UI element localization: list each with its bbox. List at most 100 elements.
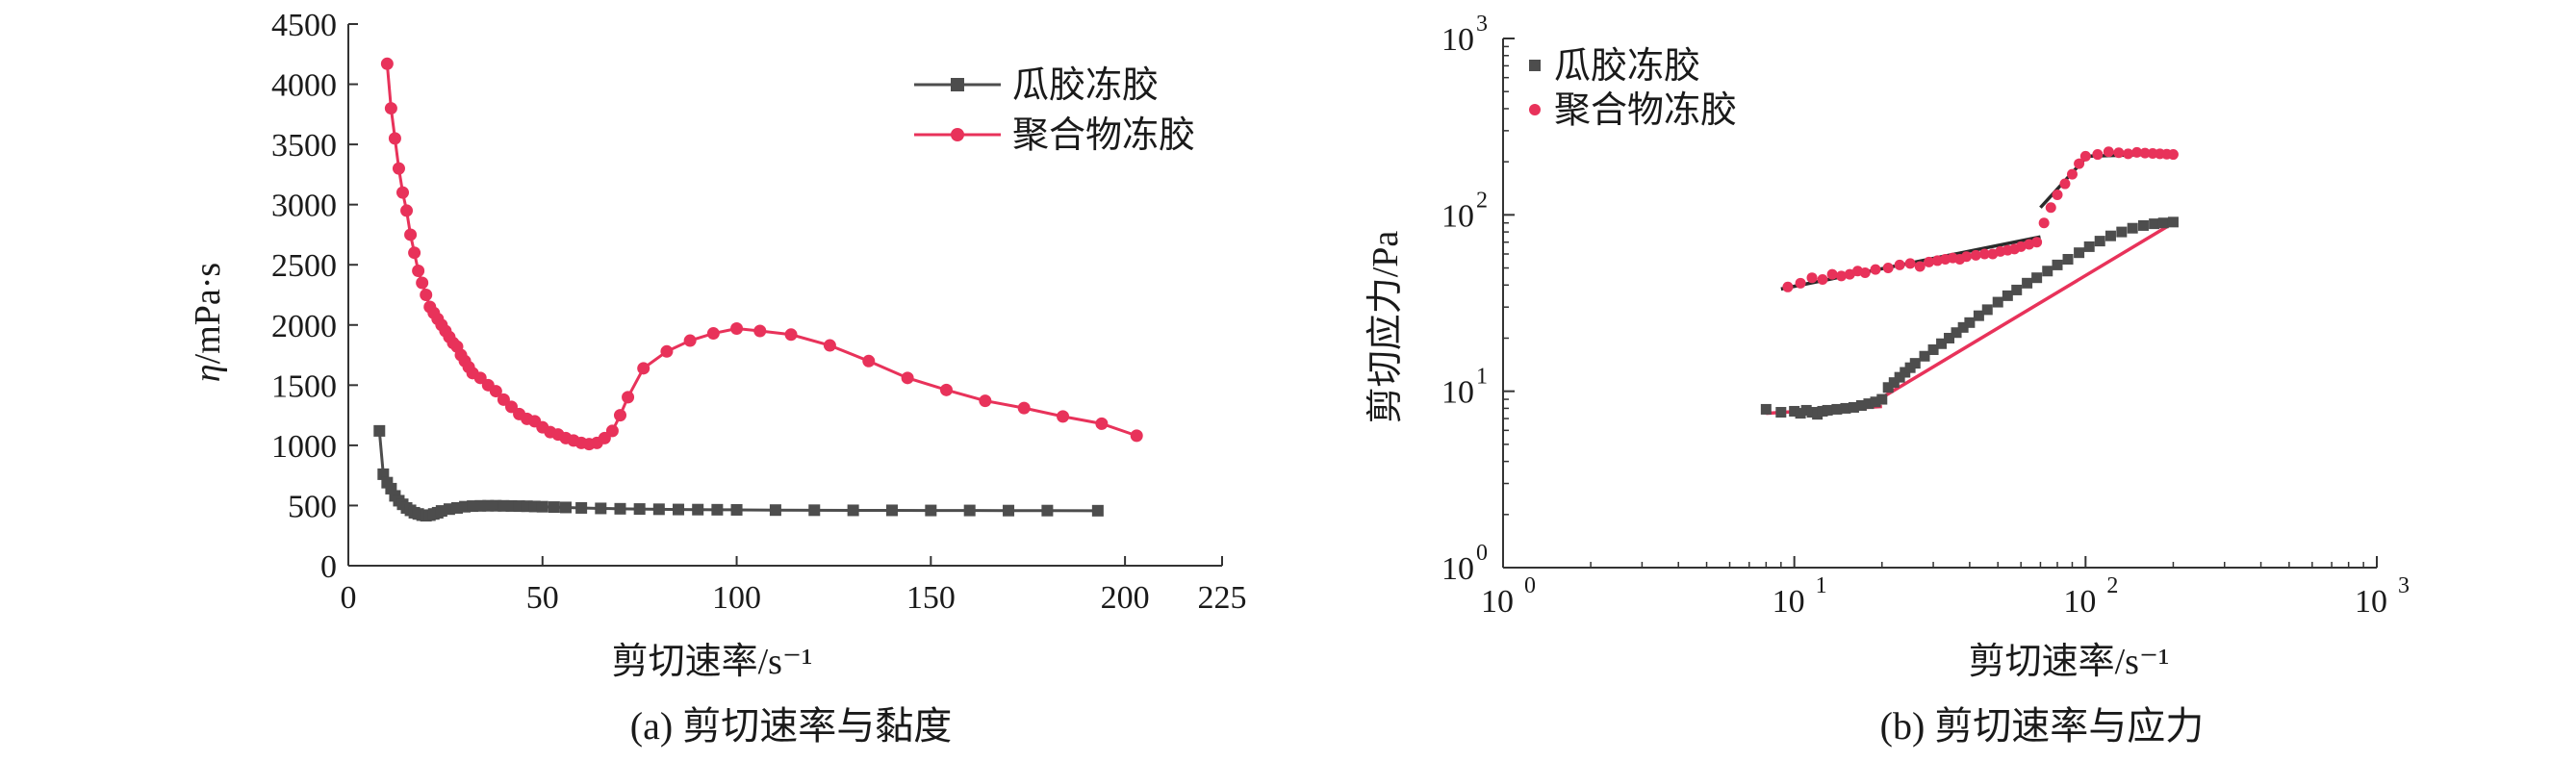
chart-a-point bbox=[925, 504, 937, 517]
chart-b-point bbox=[1806, 272, 1818, 284]
chart-b-point bbox=[2031, 237, 2043, 248]
chart-a-point bbox=[885, 504, 898, 517]
chart-b-point bbox=[2042, 266, 2053, 277]
chart-b-ylabel: 剪切应力/Pa bbox=[1365, 231, 1406, 424]
chart-a-legend-label: 瓜胶冻胶 bbox=[1012, 65, 1159, 106]
chart-b-point bbox=[1836, 270, 1848, 282]
chart-b-ytick-label: 10 bbox=[1441, 375, 1474, 411]
chart-b-point bbox=[2123, 148, 2134, 160]
chart-a-point bbox=[901, 371, 914, 385]
chart-a-legend-marker bbox=[951, 78, 964, 91]
chart-a-point bbox=[683, 334, 697, 347]
chart-a-ylabel-unit: /mPa·s bbox=[188, 263, 228, 365]
chart-b-point bbox=[1936, 338, 1948, 349]
chart-b-legend-marker bbox=[1529, 104, 1541, 115]
chart-b-xtick-exp: 1 bbox=[1816, 573, 1827, 598]
chart-a-point bbox=[416, 276, 429, 290]
chart-a-ytick-label: 3000 bbox=[271, 189, 337, 224]
chart-b-point bbox=[1894, 371, 1905, 383]
chart-b-point bbox=[2002, 290, 2013, 301]
chart-b-point bbox=[2022, 277, 2033, 289]
chart-b-ytick-label: 10 bbox=[1441, 551, 1474, 587]
chart-a-point bbox=[673, 503, 685, 516]
chart-b-point bbox=[1822, 404, 1833, 416]
chart-b-point bbox=[2113, 147, 2125, 159]
chart-a-point bbox=[637, 362, 650, 375]
chart-b-point bbox=[1806, 407, 1818, 419]
chart-b-ytick-exp: 2 bbox=[1476, 188, 1488, 213]
chart-b-point bbox=[1909, 358, 1921, 369]
chart-b-point bbox=[1775, 407, 1787, 419]
chart-a-point bbox=[380, 57, 394, 70]
chart-b-ytick-label: 10 bbox=[1441, 22, 1474, 58]
chart-b-point bbox=[1870, 396, 1881, 408]
chart-a-point bbox=[404, 228, 418, 241]
chart-a-point bbox=[633, 503, 646, 516]
chart-b-ytick-label: 10 bbox=[1441, 198, 1474, 234]
chart-b-point bbox=[2031, 272, 2043, 284]
chart-b-point bbox=[1844, 268, 1855, 280]
chart-b-point bbox=[1919, 350, 1930, 362]
chart-b-point bbox=[1848, 401, 1859, 413]
chart-a-point bbox=[575, 501, 588, 514]
chart-b-point bbox=[1882, 263, 1894, 274]
chart-a-ylabel-symbol: η bbox=[188, 364, 228, 382]
chart-b-point bbox=[2015, 241, 2027, 252]
chart-a-ytick-label: 0 bbox=[320, 549, 337, 585]
chart-b-point bbox=[2116, 226, 2128, 238]
chart-a-point bbox=[823, 339, 836, 352]
chart-b-series bbox=[1760, 146, 2179, 420]
chart-b-ytick-exp: 3 bbox=[1476, 12, 1488, 37]
chart-a-point bbox=[1130, 429, 1143, 443]
chart-a-point bbox=[412, 264, 425, 277]
chart-b-point bbox=[1863, 398, 1875, 410]
chart-b-ytick-exp: 0 bbox=[1476, 541, 1488, 566]
chart-b-point bbox=[1944, 332, 1955, 343]
chart-b-point bbox=[1876, 393, 1888, 405]
chart-a-point bbox=[847, 504, 859, 517]
chart-b-point bbox=[1957, 321, 1969, 333]
chart-b-point bbox=[1817, 274, 1828, 286]
chart-a-ytick-label: 4500 bbox=[271, 8, 337, 43]
chart-a-point bbox=[1091, 504, 1104, 517]
chart-b-point bbox=[1894, 259, 1905, 270]
chart-a-point bbox=[408, 246, 421, 260]
chart-a-point bbox=[395, 186, 409, 199]
chart-b-point bbox=[2062, 253, 2074, 265]
chart-a-point bbox=[1003, 504, 1015, 517]
chart-b-point bbox=[1978, 248, 1990, 260]
chart-a-point bbox=[963, 504, 976, 517]
chart-a-point bbox=[862, 354, 876, 368]
chart-b-point bbox=[1870, 264, 1881, 275]
chart-b-point bbox=[2059, 178, 2071, 190]
chart-a-point bbox=[489, 385, 502, 398]
chart-b-point bbox=[1924, 256, 1935, 267]
chart-b-legend-label: 聚合物冻胶 bbox=[1554, 90, 1737, 131]
stress-chart: 10 0 10 1 10 2 10 310 010 110 210 3 剪切速率/s⁻¹ 剪切应力/P… bbox=[1365, 12, 2410, 748]
chart-a-point bbox=[614, 502, 626, 515]
chart-a-legend-marker bbox=[951, 128, 964, 141]
chart-b-point bbox=[2157, 217, 2169, 229]
chart-b-point bbox=[1904, 258, 1916, 269]
chart-a-point bbox=[769, 504, 781, 517]
chart-b-point bbox=[1831, 403, 1843, 415]
chart-b-point bbox=[2074, 247, 2085, 259]
chart-a-xtick-label: 225 bbox=[1198, 580, 1247, 616]
chart-b-point bbox=[1795, 277, 1806, 289]
chart-b-point bbox=[2167, 149, 2179, 161]
viscosity-chart: 0 500 1000 1500 2000 2500 3000 3500 4000 4500 0 50 1… bbox=[188, 8, 1247, 748]
chart-a-ytick-label: 500 bbox=[288, 489, 337, 524]
chart-a-ytick-label: 4000 bbox=[271, 68, 337, 104]
chart-b-point bbox=[1882, 382, 1894, 393]
chart-a-point bbox=[692, 503, 704, 516]
chart-a-point bbox=[1057, 410, 1070, 423]
chart-a-point bbox=[622, 391, 635, 404]
caption-a: (a) 剪切速率与黏度 bbox=[630, 704, 952, 748]
chart-b-point bbox=[1789, 405, 1800, 417]
caption-b: (b) 剪切速率与应力 bbox=[1880, 704, 2205, 748]
chart-a-ytick-label: 3500 bbox=[271, 128, 337, 164]
chart-a-ytick-label: 1000 bbox=[271, 429, 337, 465]
chart-b-point bbox=[2045, 202, 2056, 214]
chart-b-point bbox=[2079, 150, 2091, 162]
